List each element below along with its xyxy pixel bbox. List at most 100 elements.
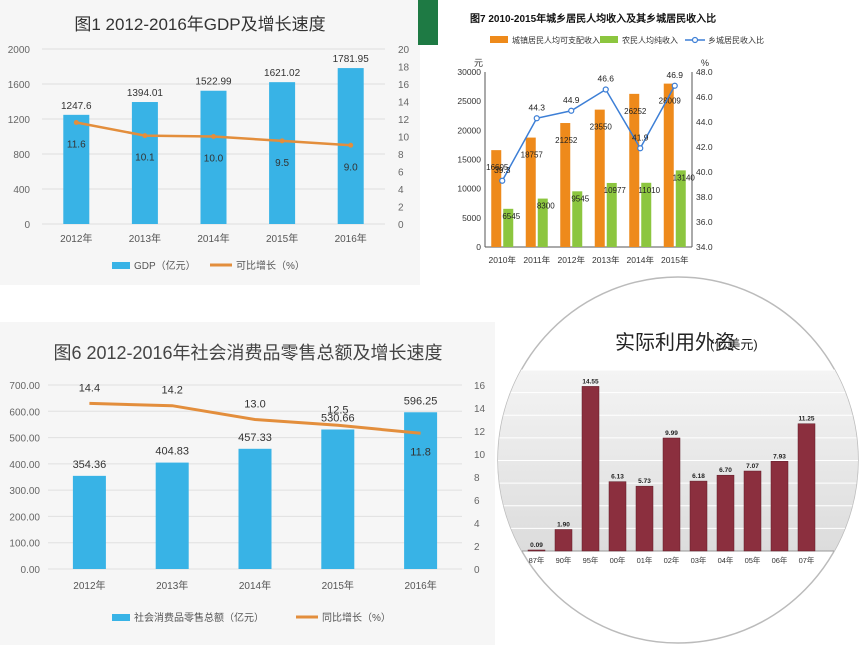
x-tick-label: 06年 bbox=[772, 555, 788, 565]
line-point bbox=[211, 134, 216, 139]
y-left-tick-label: 30000 bbox=[457, 67, 481, 77]
y-right-tick-label: 40.0 bbox=[696, 167, 713, 177]
bar-value-label: 404.83 bbox=[155, 446, 189, 458]
y-right-tick-label: 8 bbox=[398, 150, 404, 161]
bar-value-label-urban: 26252 bbox=[624, 107, 647, 116]
ratio-value-label: 39.3 bbox=[494, 165, 511, 175]
bar-value-label-rural: 8300 bbox=[537, 202, 555, 211]
bar-value-label: 7.93 bbox=[773, 453, 786, 460]
chart-title: 图7 2010-2015年城乡居民人均收入及其乡城居民收入比 bbox=[470, 12, 716, 25]
x-tick-label: 2014年 bbox=[197, 232, 229, 245]
y-left-tick-label: 10000 bbox=[457, 184, 481, 194]
bar-value-label: 5.73 bbox=[638, 478, 651, 485]
bar-urban bbox=[525, 137, 536, 247]
line-value-label: 11.8 bbox=[410, 446, 431, 458]
y-left-unit: 元 bbox=[474, 58, 483, 68]
line-point bbox=[348, 142, 354, 148]
line-value-label: 12.5 bbox=[327, 404, 348, 416]
y-left-tick-label: 5000 bbox=[462, 213, 481, 223]
legend-label-ratio: 乡城居民收入比 bbox=[708, 35, 764, 45]
x-tick-label: 2016年 bbox=[404, 579, 436, 592]
fdi-chart: 0.09 87年 1.90 90年 14.55 95年 6.13 00年 5.73 01年 9.99… bbox=[497, 276, 859, 644]
x-tick-label: 2012年 bbox=[60, 232, 92, 245]
x-tick-label: 87年 bbox=[529, 555, 545, 565]
y-right-tick-label: 4 bbox=[474, 519, 480, 530]
y-right-unit: % bbox=[701, 58, 709, 68]
y-right-tick-label: 34.0 bbox=[696, 242, 713, 252]
bar-rural bbox=[572, 191, 583, 247]
decorative-green-block bbox=[418, 0, 438, 45]
line-value-label: 11.6 bbox=[67, 140, 86, 151]
line-value-label: 13.0 bbox=[244, 399, 265, 411]
legend-label-growth: 可比增长（%） bbox=[236, 259, 305, 272]
x-tick-label: 2015年 bbox=[322, 579, 354, 592]
y-right-tick-label: 10 bbox=[398, 133, 410, 144]
bar-value-label: 9.99 bbox=[665, 430, 678, 437]
y-right-tick-label: 44.0 bbox=[696, 117, 713, 127]
x-tick-label: 03年 bbox=[691, 555, 707, 565]
line-value-label: 10.1 bbox=[135, 153, 155, 164]
ratio-point bbox=[568, 107, 575, 114]
x-tick-label: 04年 bbox=[718, 555, 734, 565]
x-tick-label: 2013年 bbox=[156, 579, 188, 592]
bar-value-label: 1394.01 bbox=[127, 88, 164, 99]
bar-urban bbox=[491, 150, 502, 247]
y-right-tick-label: 6 bbox=[474, 496, 480, 507]
bar-value-label-rural: 9545 bbox=[571, 194, 589, 203]
y-right-tick-label: 16 bbox=[398, 80, 410, 91]
bar bbox=[131, 102, 158, 224]
y-left-tick-label: 0 bbox=[476, 242, 481, 252]
legend-label-gdp: GDP（亿元） bbox=[134, 259, 196, 272]
bar bbox=[155, 462, 189, 569]
legend-label-retail: 社会消费品零售总额（亿元） bbox=[134, 611, 264, 624]
legend-label-rural: 农民人均纯收入 bbox=[622, 35, 678, 45]
legend-swatch-urban bbox=[490, 36, 508, 43]
y-left-tick-label: 15000 bbox=[457, 155, 481, 165]
bar-rural bbox=[606, 182, 617, 247]
bar-value-label: 1247.6 bbox=[61, 101, 92, 112]
bar bbox=[662, 437, 681, 552]
x-tick-label: 01年 bbox=[637, 555, 653, 565]
x-tick-label: 2012年 bbox=[73, 579, 105, 592]
y-right-tick-label: 0 bbox=[474, 565, 480, 576]
y-left-tick-label: 0 bbox=[24, 220, 30, 231]
line-value-label: 9.0 bbox=[344, 162, 358, 173]
y-right-tick-label: 12 bbox=[398, 115, 410, 126]
ratio-value-label: 46.6 bbox=[597, 74, 614, 84]
x-tick-label: 95年 bbox=[583, 555, 599, 565]
ratio-line bbox=[501, 85, 676, 182]
x-tick-label: 2014年 bbox=[627, 255, 655, 265]
x-tick-label: 2010年 bbox=[489, 255, 517, 265]
x-tick-label: 2015年 bbox=[661, 255, 689, 265]
bar-rural bbox=[537, 198, 548, 247]
bar bbox=[608, 481, 627, 552]
y-left-tick-label: 2000 bbox=[8, 45, 31, 56]
bar bbox=[200, 90, 227, 224]
line-point bbox=[279, 138, 285, 144]
bar bbox=[404, 412, 438, 569]
bar bbox=[72, 475, 106, 569]
y-right-tick-label: 2 bbox=[474, 542, 480, 553]
retail-chart-panel: 图6 2012-2016年社会消费品零售总额及增长速度 0.00 100.00 200… bbox=[0, 322, 495, 645]
bar-value-label-urban: 16605 bbox=[486, 163, 509, 172]
gdp-chart: 图1 2012-2016年GDP及增长速度 0 400 800 1200 1600 2000… bbox=[8, 15, 410, 272]
ratio-point bbox=[602, 86, 609, 93]
y-left-tick-label: 600.00 bbox=[9, 407, 40, 418]
y-right-tick-label: 36.0 bbox=[696, 217, 713, 227]
bar bbox=[527, 549, 546, 552]
x-tick-label: 05年 bbox=[745, 555, 761, 565]
y-left-tick-label: 200.00 bbox=[9, 512, 40, 523]
ratio-value-label: 44.3 bbox=[528, 102, 545, 112]
bar-value-label: 1522.99 bbox=[195, 77, 232, 88]
income-chart-panel: 图7 2010-2015年城乡居民人均收入及其乡城居民收入比元% 0 5000 100… bbox=[440, 0, 860, 275]
bar bbox=[238, 448, 272, 569]
y-right-tick-label: 10 bbox=[474, 450, 486, 461]
bar-value-label-rural: 6545 bbox=[502, 212, 520, 221]
y-left-tick-label: 300.00 bbox=[9, 486, 40, 497]
legend-label-growth: 同比增长（%） bbox=[322, 611, 391, 624]
bar bbox=[554, 529, 573, 552]
x-tick-label: 02年 bbox=[664, 555, 680, 565]
bar-value-label: 596.25 bbox=[404, 395, 438, 407]
bar-value-label-rural: 13140 bbox=[673, 173, 696, 182]
gdp-chart-panel: 图1 2012-2016年GDP及增长速度 0 400 800 1200 1600 2000… bbox=[0, 0, 420, 285]
